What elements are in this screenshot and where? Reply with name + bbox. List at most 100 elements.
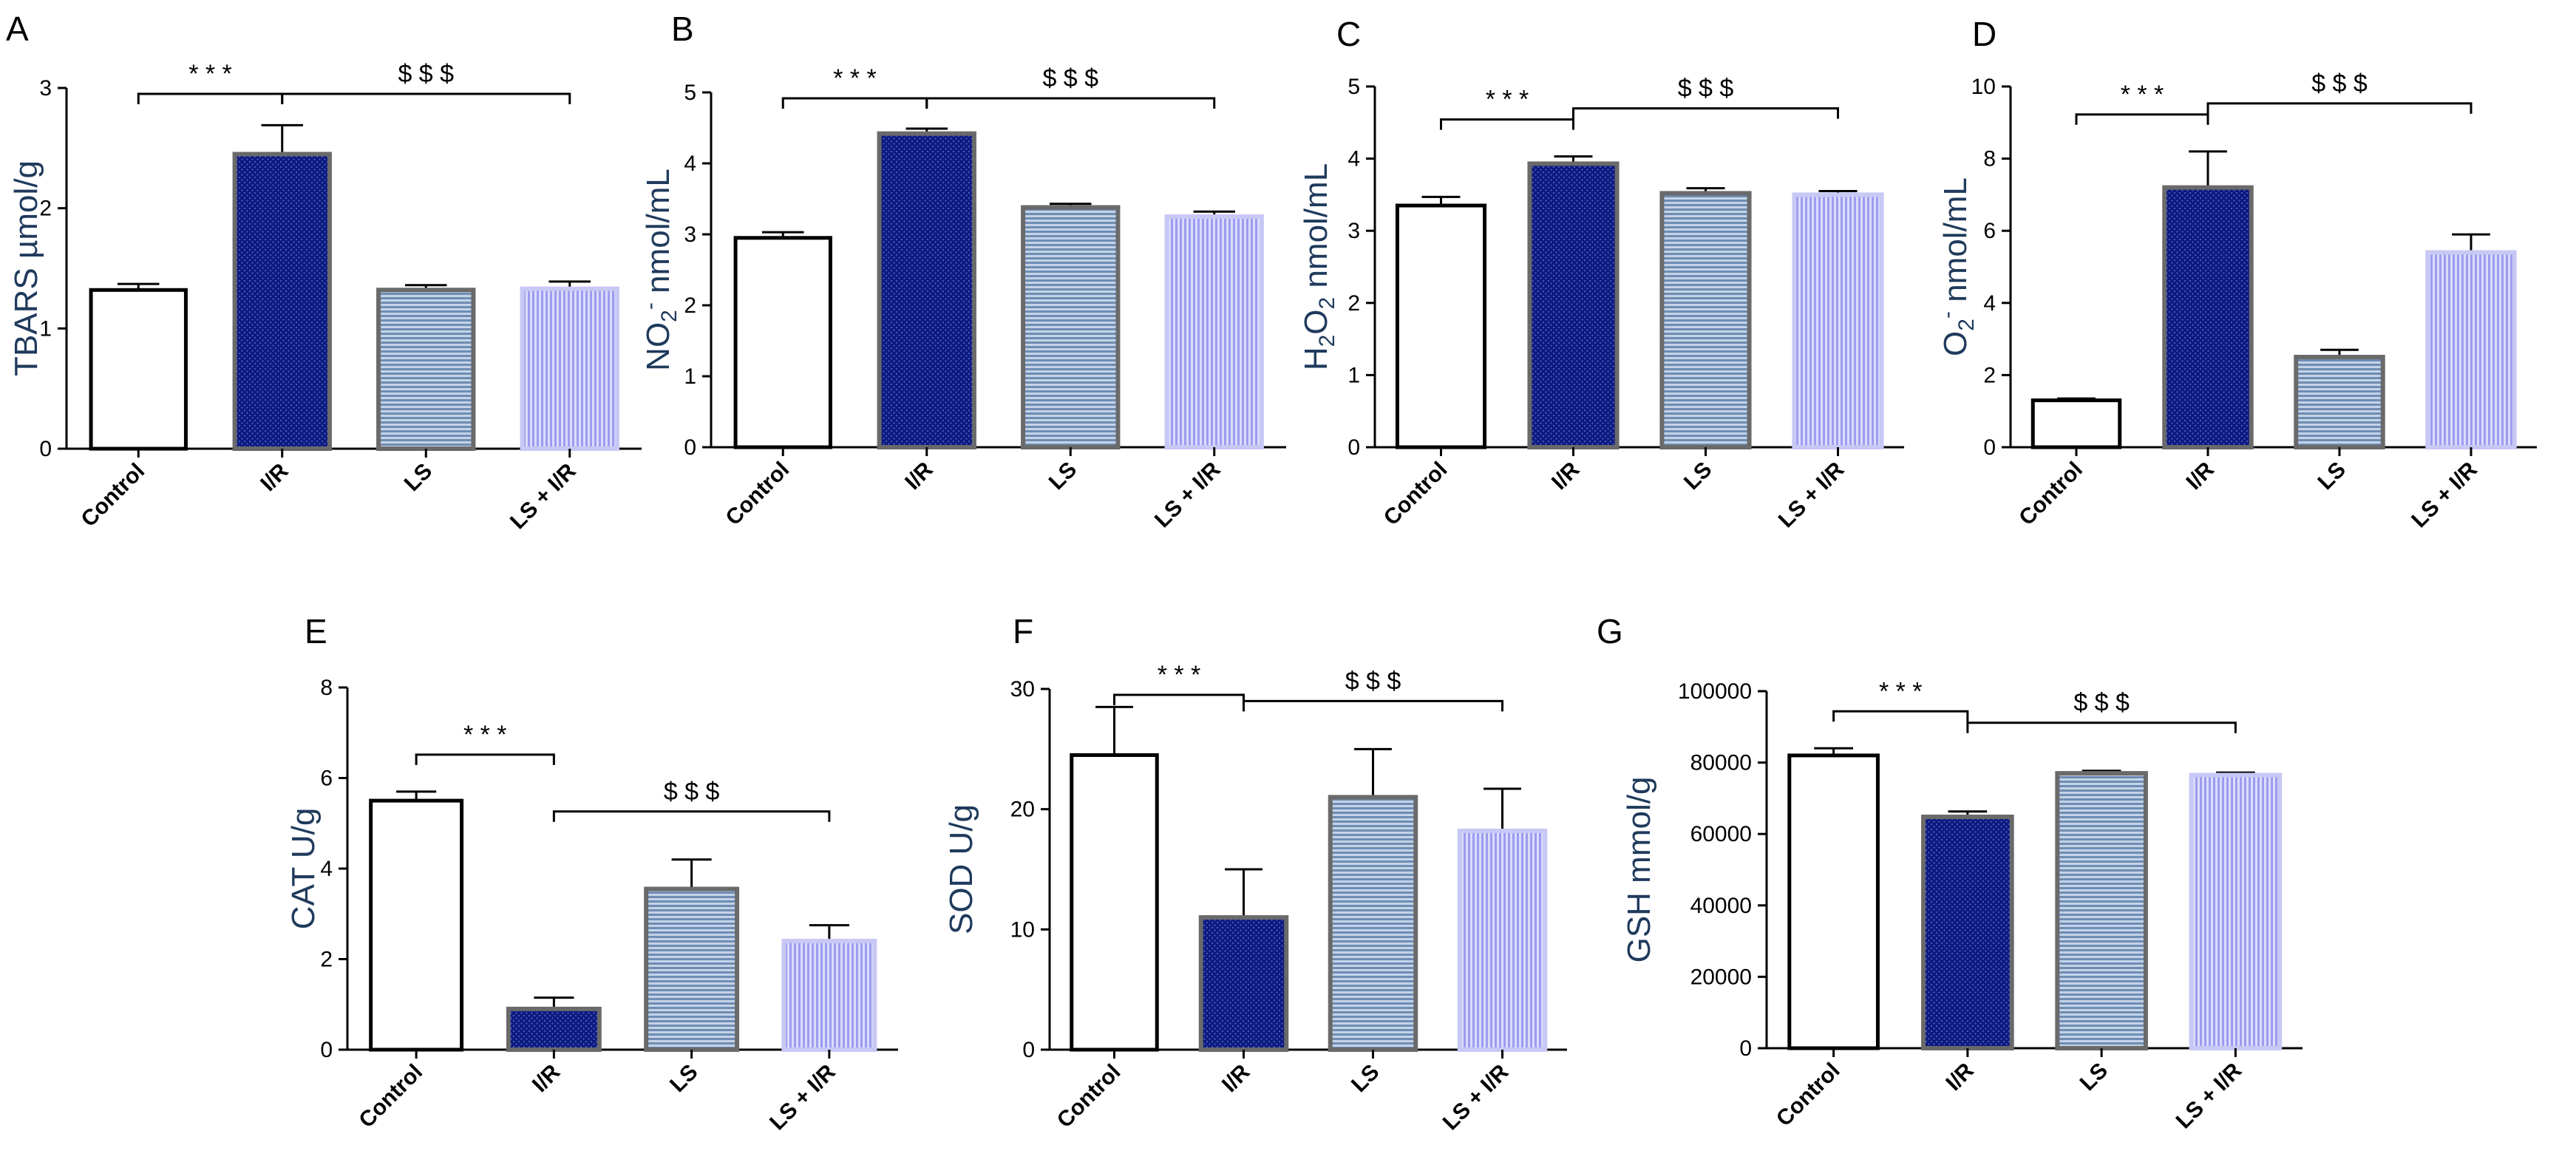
x-tick-label: Control [354,1060,427,1133]
x-tick-label: LS + I/R [765,1059,840,1135]
y-title-part: NO [640,322,676,371]
significance-label: $ $ $ [664,778,720,806]
bar-ls-i-r [781,939,877,1052]
significance-label: $ $ $ [1042,64,1098,92]
bar-control [733,236,832,449]
significance-bracket-stars: * * * [781,64,928,109]
panel-letter: D [1972,15,1996,53]
y-tick-label: 5 [684,81,696,105]
significance-bracket-stars: * * * [1113,661,1245,705]
bar-ls [2055,771,2148,1050]
significance-label: $ $ $ [2073,689,2130,717]
y-title-part: H [1298,347,1334,370]
y-tick-label: 2 [1348,291,1360,316]
x-tick-label: LS + I/R [2172,1058,2247,1133]
y-tick-label: 5 [1348,75,1360,99]
bar-control [1395,203,1487,449]
bar-ls-i-r [520,286,619,451]
bar-ls-i-r [2425,250,2517,449]
bracket-line [281,92,571,104]
bar-ls-i-r [1792,192,1884,449]
y-tick-label: 1 [39,316,52,341]
y-tick-label: 8 [1983,147,1996,171]
bar-ls [1328,795,1418,1053]
y-tick-label: 0 [1022,1038,1035,1062]
bar-ls-i-r [2189,772,2283,1050]
x-tick-label: LS [2314,458,2351,495]
significance-label: * * * [1486,86,1529,114]
y-title-part: nmol/mL [1298,163,1334,297]
bar-i-r [232,152,332,451]
bar-i-r [2162,185,2254,449]
significance-bracket-dollars: $ $ $ [552,778,831,822]
bracket-line [1832,710,1969,722]
significance-label: * * * [1879,677,1923,705]
x-tick-label: LS [1679,458,1716,495]
bracket-line [415,753,555,765]
panel-f: F 0 10 20 30 SOD U/g Control I/R LS LS + I/R * * *… [943,612,1567,1135]
y-title-sub: 2 [1954,319,1979,331]
bar-ls-i-r [1164,214,1264,449]
x-tick-label: Control [76,459,149,532]
bracket-line [2206,102,2473,114]
bracket-line [1572,107,1839,119]
bracket-line [781,97,928,109]
y-tick-label: 60000 [1690,822,1752,846]
panel-letter: A [6,10,29,48]
significance-bracket-dollars: $ $ $ [1572,75,1839,119]
y-axis-title: H2O2 nmol/mL [1298,163,1339,370]
significance-bracket-dollars: $ $ $ [2206,69,2473,114]
significance-bracket-stars: * * * [1440,86,1574,130]
bracket-line [925,97,1216,109]
y-tick-label: 4 [320,857,333,881]
y-title-part: nmol/mL [640,169,676,302]
panel-e: E 0 2 4 6 8 CAT U/g Control I/R LS LS + I/R * * * $ … [285,612,898,1135]
bar-control [1070,753,1159,1052]
bar-control [369,798,464,1052]
x-tick-label: I/R [1547,457,1585,495]
y-tick-label: 3 [39,76,52,101]
y-tick-label: 0 [684,435,696,460]
significance-bracket-stars: * * * [137,60,284,104]
significance-label: * * * [2121,81,2164,109]
bar-ls [644,886,740,1052]
y-title-sup: - [1935,311,1960,319]
panel-g: G 0 20000 40000 60000 80000 100000 GSH mmol/g Co… [1597,612,2303,1133]
y-tick-label: 4 [1348,147,1360,171]
bracket-line [2075,113,2209,125]
panel-letter: E [305,612,327,651]
panel-letter: C [1336,15,1361,53]
bar-ls [1659,191,1752,449]
panel-a: A 0 1 2 3 TBARS µmol/g Control I/R LS LS + I/R * *… [6,10,642,534]
significance-label: * * * [833,64,877,92]
y-title-part: O [1937,331,1974,356]
y-tick-label: 30 [1010,677,1035,702]
y-tick-label: 4 [684,152,696,176]
x-tick-label: Control [721,458,794,531]
y-axis-title: O2- nmol/mL [1935,177,1979,356]
x-tick-label: LS [1347,1060,1384,1097]
y-tick-label: 10 [1010,917,1035,942]
bar-i-r [1527,161,1620,449]
y-axis-title: NO2- nmol/mL [638,169,682,371]
bar-ls [2294,355,2385,449]
significance-bracket-dollars: $ $ $ [925,64,1216,109]
y-tick-label: 6 [1983,219,1996,243]
x-tick-label: I/R [1941,1058,1979,1096]
significance-label: $ $ $ [398,60,454,88]
y-tick-label: 3 [684,223,696,247]
x-tick-label: I/R [2182,457,2220,495]
y-title-sub: 2 [1315,297,1339,310]
x-tick-label: LS + I/R [2407,457,2482,532]
y-title-sup: - [638,302,662,310]
y-tick-label: 2 [1983,363,1996,387]
bracket-line [137,92,284,104]
y-tick-label: 4 [1983,291,1996,316]
x-tick-label: I/R [256,458,293,496]
significance-label: * * * [188,60,232,88]
x-tick-label: Control [2014,458,2087,531]
y-title-part: O [1298,309,1334,334]
